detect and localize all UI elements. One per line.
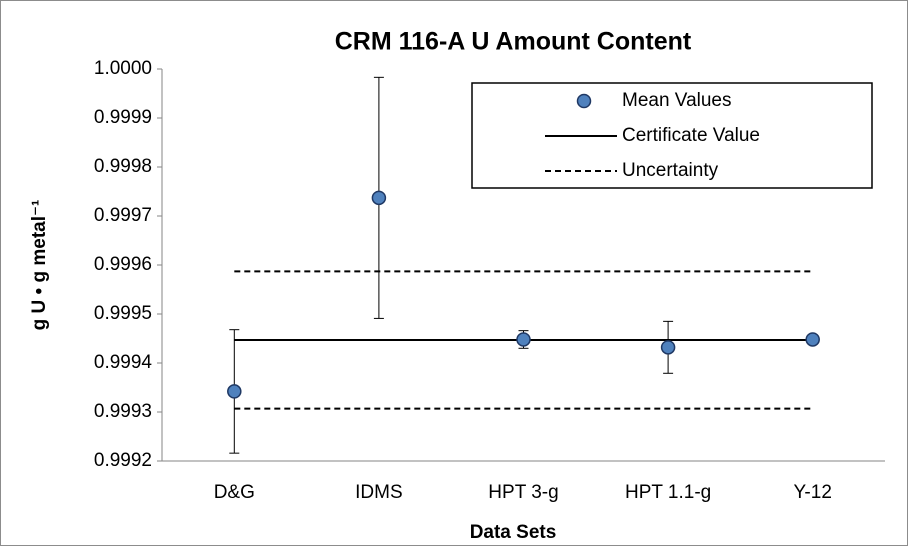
- y-tick-label: 0.9996: [94, 254, 152, 275]
- y-tick-label: 0.9998: [94, 156, 152, 177]
- x-tick-label: IDMS: [355, 482, 403, 503]
- y-tick-label: 1.0000: [94, 58, 152, 79]
- chart-title: CRM 116-A U Amount Content: [335, 28, 692, 56]
- y-tick-label: 0.9997: [94, 205, 152, 226]
- y-tick-label: 0.9992: [94, 450, 152, 471]
- y-axis-label: g U • g metal⁻¹: [29, 200, 50, 331]
- data-point: [227, 384, 242, 399]
- x-tick-label: D&G: [214, 482, 255, 503]
- x-tick-label: HPT 1.1-g: [625, 482, 711, 503]
- y-tick-label: 0.9993: [94, 401, 152, 422]
- y-tick-label: 0.9999: [94, 107, 152, 128]
- y-tick-label: 0.9994: [94, 352, 153, 373]
- legend-label: Certificate Value: [622, 125, 760, 146]
- legend-label: Mean Values: [622, 90, 732, 111]
- x-tick-label: HPT 3-g: [488, 482, 558, 503]
- legend-box: [471, 82, 873, 189]
- data-point: [660, 340, 676, 355]
- legend-label: Uncertainty: [622, 160, 719, 181]
- y-tick-label: 0.9995: [94, 303, 152, 324]
- data-point: [516, 332, 531, 347]
- data-point: [805, 332, 820, 347]
- legend-marker: [576, 93, 592, 109]
- data-point: [371, 190, 387, 206]
- x-axis-label: Data Sets: [470, 522, 557, 543]
- x-tick-label: Y-12: [794, 482, 832, 503]
